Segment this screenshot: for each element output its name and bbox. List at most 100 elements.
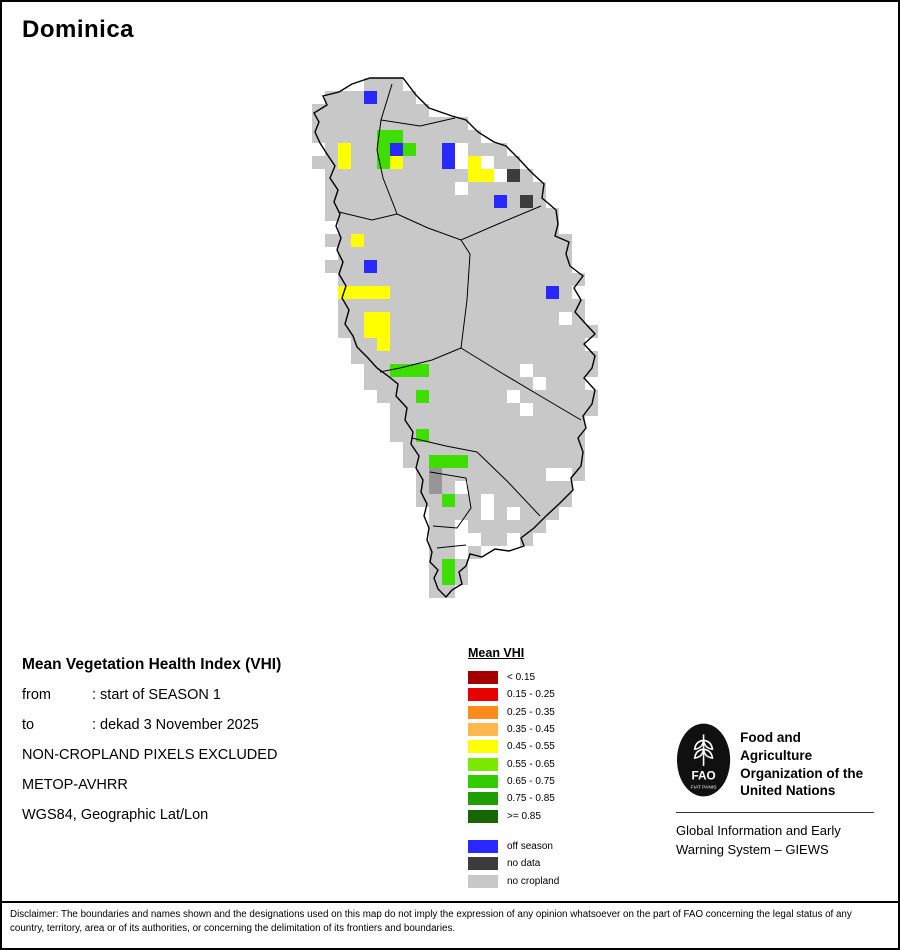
map-pixel — [455, 117, 468, 130]
map-pixel — [455, 559, 468, 572]
map-pixel — [403, 169, 416, 182]
map-pixel — [507, 234, 520, 247]
legend-row: 0.75 - 0.85 — [468, 790, 618, 807]
map-pixel — [507, 351, 520, 364]
legend-title: Mean VHI — [468, 646, 525, 660]
map-pixel — [455, 546, 468, 559]
map-pixel — [377, 195, 390, 208]
map-pixel — [520, 312, 533, 325]
legend-swatch — [468, 809, 498, 823]
map-pixel — [494, 260, 507, 273]
map-pixel — [442, 520, 455, 533]
info-block: Mean Vegetation Health Index (VHI) from:… — [22, 650, 452, 830]
map-pixel — [403, 416, 416, 429]
map-pixel — [546, 221, 559, 234]
legend-swatch — [468, 857, 498, 871]
map-pixel — [572, 273, 585, 286]
map-pixel — [351, 221, 364, 234]
map-pixel — [403, 325, 416, 338]
map-pixel — [507, 169, 520, 182]
map-pixel — [442, 169, 455, 182]
map-pixel — [520, 442, 533, 455]
map-pixel — [351, 130, 364, 143]
map-pixel — [442, 494, 455, 507]
map-pixel — [520, 455, 533, 468]
map-pixel — [429, 143, 442, 156]
map-pixel — [351, 325, 364, 338]
map-pixel — [377, 143, 390, 156]
map-pixel — [455, 364, 468, 377]
map-pixel — [533, 364, 546, 377]
map-pixel — [494, 312, 507, 325]
disclaimer: Disclaimer: The boundaries and names sho… — [2, 901, 898, 948]
map-pixel — [351, 91, 364, 104]
map-pixel — [494, 286, 507, 299]
legend-label: 0.25 - 0.35 — [507, 706, 555, 718]
map-pixel — [572, 429, 585, 442]
map-pixel — [364, 299, 377, 312]
map-pixel — [520, 507, 533, 520]
map-pixel — [403, 286, 416, 299]
map-pixel — [533, 208, 546, 221]
map-pixel — [455, 520, 468, 533]
map-pixel — [455, 130, 468, 143]
map-pixel — [403, 234, 416, 247]
map-pixel — [390, 429, 403, 442]
map-pixel — [429, 156, 442, 169]
map-pixel — [585, 364, 598, 377]
map-pixel — [481, 143, 494, 156]
map-pixel — [455, 442, 468, 455]
map-pixel — [481, 169, 494, 182]
map-pixel — [455, 299, 468, 312]
map-pixel — [481, 520, 494, 533]
map-pixel — [533, 481, 546, 494]
map-pixel — [338, 286, 351, 299]
legend: Mean VHI < 0.15 0.15 - 0.25 0.25 - 0.35 0.3… — [468, 646, 618, 890]
map-pixel — [546, 208, 559, 221]
map-pixel — [390, 273, 403, 286]
map-pixel — [520, 169, 533, 182]
map-pixel — [468, 351, 481, 364]
map-pixel — [481, 390, 494, 403]
map-pixel — [403, 156, 416, 169]
map-pixel — [429, 520, 442, 533]
legend-swatch — [468, 740, 498, 754]
map-pixel — [533, 390, 546, 403]
map-pixel — [572, 364, 585, 377]
map-pixel — [481, 299, 494, 312]
map-subtitle: Mean Vegetation Health Index (VHI) — [22, 656, 282, 673]
map-pixel — [390, 234, 403, 247]
map-pixel — [338, 143, 351, 156]
map-pixel — [364, 377, 377, 390]
map-pixel — [416, 143, 429, 156]
map-pixel — [546, 273, 559, 286]
map-pixel — [546, 455, 559, 468]
map-pixel — [455, 403, 468, 416]
map-pixel — [494, 468, 507, 481]
map-pixel — [312, 130, 325, 143]
map-pixel — [455, 429, 468, 442]
map-pixel — [364, 104, 377, 117]
map-pixel — [481, 286, 494, 299]
map-pixel — [481, 364, 494, 377]
map-pixel — [416, 429, 429, 442]
map-pixel — [429, 572, 442, 585]
legend-swatch — [468, 874, 498, 888]
map-pixel — [390, 195, 403, 208]
map-pixel — [338, 260, 351, 273]
map-pixel — [364, 260, 377, 273]
map-pixel — [429, 533, 442, 546]
map-pixel — [507, 208, 520, 221]
map-pixel — [325, 91, 338, 104]
map-pixel — [390, 325, 403, 338]
map-pixel — [416, 104, 429, 117]
map-pixel — [507, 494, 520, 507]
map-pixel — [481, 273, 494, 286]
map-pixel — [416, 130, 429, 143]
map-pixel — [559, 390, 572, 403]
map-pixel — [494, 481, 507, 494]
map-pixel — [468, 546, 481, 559]
map-pixel — [390, 390, 403, 403]
map-pixel — [390, 338, 403, 351]
map-pixel — [455, 182, 468, 195]
